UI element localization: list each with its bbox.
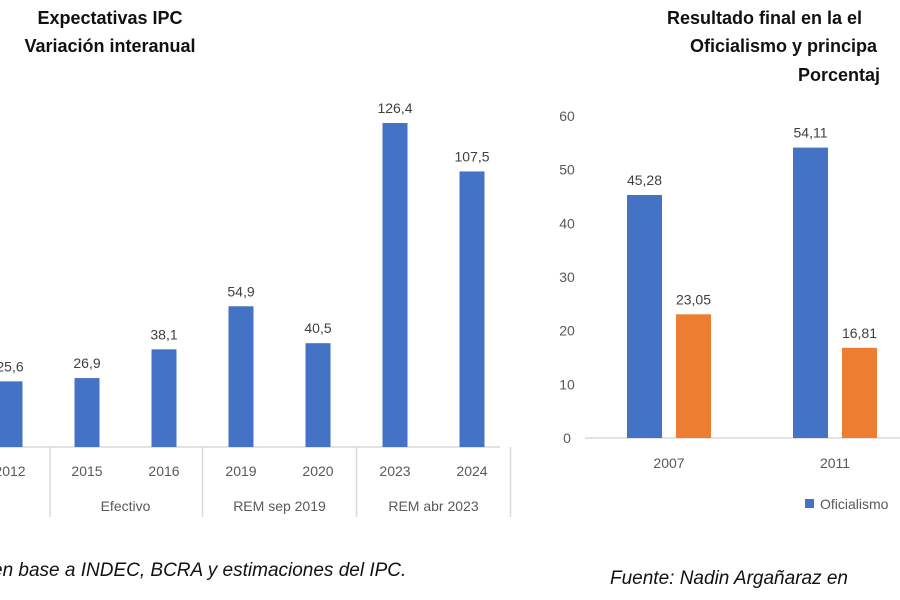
- ipc-data-label: 25,6: [0, 358, 24, 374]
- election-bar-2007-0: [627, 194, 662, 438]
- election-title-line-1: Resultado final en la el: [667, 8, 862, 28]
- election-bar-2011-0: [793, 147, 828, 438]
- ipc-data-label: 40,5: [304, 320, 331, 336]
- ipc-bar-2019: [228, 306, 254, 447]
- election-bar-2011-1: [842, 347, 877, 438]
- ipc-group-label: REM sep 2019: [233, 498, 326, 514]
- ipc-bar-2012: [0, 381, 23, 447]
- ipc-x-tick: 2024: [456, 463, 487, 479]
- election-y-tick: 50: [559, 162, 575, 178]
- ipc-bar-2024: [459, 171, 485, 447]
- ipc-data-label: 54,9: [227, 283, 254, 299]
- ipc-x-tick: 2015: [71, 463, 102, 479]
- election-source: Fuente: Nadin Argañaraz en: [610, 568, 848, 589]
- ipc-x-tick: 2020: [302, 463, 333, 479]
- election-y-tick: 0: [563, 430, 571, 446]
- legend-swatch-oficialismo: [805, 499, 814, 508]
- election-y-tick: 40: [559, 215, 575, 231]
- election-bar-2007-1: [676, 314, 711, 438]
- election-title-line-3: Porcentaj: [798, 65, 880, 85]
- ipc-data-label: 126,4: [377, 100, 412, 116]
- ipc-x-tick: 2023: [379, 463, 410, 479]
- ipc-group-label: REM abr 2023: [388, 498, 478, 514]
- election-data-label: 45,28: [627, 172, 662, 188]
- election-y-tick: 10: [559, 376, 575, 392]
- election-x-tick: 2007: [653, 455, 684, 471]
- election-data-label: 54,11: [794, 125, 828, 141]
- ipc-source: en base a INDEC, BCRA y estimaciones del…: [0, 560, 406, 581]
- ipc-group-label: Efectivo: [101, 498, 151, 514]
- election-y-tick: 60: [559, 108, 575, 124]
- ipc-bar-2016: [151, 349, 177, 447]
- ipc-bar-2015: [74, 378, 100, 447]
- ipc-x-tick: 2019: [225, 463, 256, 479]
- ipc-data-label: 107,5: [454, 148, 489, 164]
- election-y-tick: 20: [559, 323, 575, 339]
- ipc-chart: Expectativas IPC Variación interanual 25…: [0, 8, 512, 581]
- ipc-title-line-2: Variación interanual: [24, 36, 195, 56]
- legend-label-oficialismo: Oficialismo: [820, 496, 889, 512]
- election-data-label: 16,81: [842, 325, 877, 341]
- ipc-data-label: 38,1: [150, 326, 177, 342]
- election-title-line-2: Oficialismo y principa: [690, 36, 878, 56]
- ipc-bar-2020: [305, 343, 331, 447]
- election-chart: Resultado final en la el Oficialismo y p…: [559, 8, 900, 589]
- ipc-title-line-1: Expectativas IPC: [37, 8, 182, 28]
- election-y-tick: 30: [559, 269, 575, 285]
- election-x-tick: 2011: [820, 455, 850, 471]
- ipc-bar-2023: [382, 123, 408, 447]
- election-data-label: 23,05: [676, 291, 711, 307]
- ipc-x-tick: 2016: [148, 463, 179, 479]
- ipc-data-label: 26,9: [73, 355, 100, 371]
